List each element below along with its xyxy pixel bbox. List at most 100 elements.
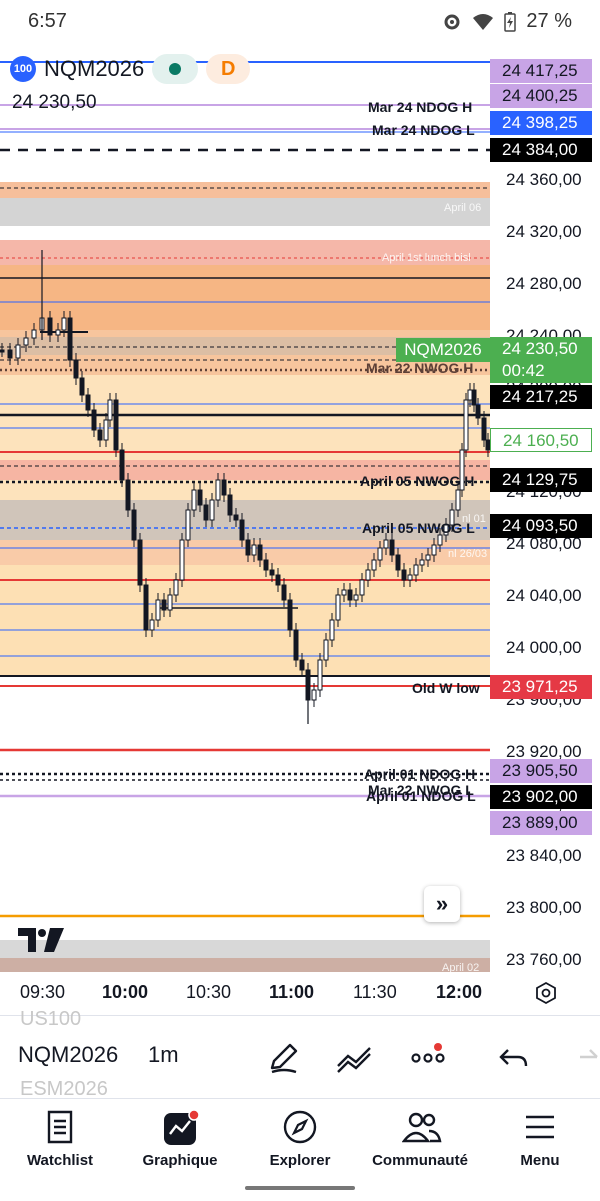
- price-label-outline: 24 160,50: [490, 428, 592, 452]
- price-tick: 24 080,00: [506, 534, 582, 553]
- price-chart[interactable]: [0, 44, 600, 1044]
- candle-body: [91, 409, 97, 431]
- candle-body: [425, 554, 431, 561]
- candle-body: [463, 399, 469, 451]
- price-label: 24 217,25: [490, 385, 592, 409]
- candle-body: [155, 599, 161, 621]
- redo-icon[interactable]: [570, 1038, 600, 1078]
- market-status-pill[interactable]: [152, 54, 199, 84]
- nav-label: Explorer: [269, 1152, 331, 1169]
- more-icon[interactable]: [408, 1038, 448, 1078]
- next-symbol-ghost[interactable]: ESM2026: [20, 1078, 108, 1100]
- menu-icon: [526, 1115, 554, 1139]
- bottom-navigation: Watchlist Graphique Explorer Communauté …: [0, 1098, 600, 1201]
- price-tick: 23 760,00: [506, 950, 582, 969]
- price-label: 24 093,50: [490, 514, 592, 538]
- candle-body: [227, 494, 233, 516]
- candle-body: [471, 389, 477, 406]
- price-zone: [0, 540, 490, 565]
- scroll-to-realtime-button[interactable]: »: [424, 886, 460, 922]
- status-time: 6:57: [28, 10, 67, 32]
- level-label-old-w-low: Old W low: [412, 680, 480, 696]
- price-zone: [0, 500, 490, 540]
- candles: [0, 250, 491, 724]
- chart-settings-icon[interactable]: [534, 981, 558, 1005]
- nav-watchlist[interactable]: Watchlist: [0, 1099, 120, 1189]
- candle-body: [125, 479, 131, 511]
- nav-communaute[interactable]: Communauté: [360, 1099, 480, 1189]
- price-zone: [0, 940, 490, 958]
- price-label: 24 417,25: [490, 59, 592, 83]
- candle-body: [113, 399, 119, 451]
- undo-icon[interactable]: [494, 1038, 534, 1078]
- price-tick: 24 360,00: [506, 170, 582, 189]
- gear-icon: [444, 14, 460, 29]
- candle-body: [467, 389, 473, 401]
- prev-symbol-ghost[interactable]: US100: [20, 1008, 82, 1030]
- candle-body: [185, 509, 191, 541]
- candle-body: [257, 544, 263, 561]
- zone-label-a: nl 01: [462, 513, 486, 525]
- candle-body: [215, 479, 221, 501]
- nav-label: Menu: [520, 1152, 560, 1169]
- time-axis[interactable]: 09:30 10:00 10:30 11:00 11:30 12:00: [0, 978, 600, 1010]
- nav-graphique[interactable]: Graphique: [120, 1099, 240, 1189]
- level-label-mar24-h: Mar 24 NDOG H: [368, 99, 473, 115]
- interval-badge[interactable]: D: [206, 54, 251, 84]
- candle-body: [437, 534, 443, 546]
- symbol-title[interactable]: NQM2026: [44, 56, 145, 81]
- time-tick: 10:30: [186, 982, 232, 1002]
- tradingview-logo-icon: [18, 928, 64, 952]
- chart-icon: [164, 1109, 200, 1145]
- candle-body: [293, 629, 299, 661]
- price-zone: [0, 240, 490, 265]
- status-bar: 6:57 27 %: [0, 0, 600, 44]
- candle-body: [107, 399, 113, 421]
- symbol-selector[interactable]: NQM2026: [18, 1042, 119, 1067]
- candle-body: [143, 584, 149, 631]
- time-tick: 11:30: [353, 982, 397, 1002]
- price-zone: [0, 565, 490, 675]
- candle-body: [209, 499, 215, 521]
- price-label: 23 889,00: [490, 811, 592, 835]
- candle-body: [347, 589, 353, 601]
- indicators-icon[interactable]: [334, 1038, 374, 1078]
- nav-label: Watchlist: [26, 1152, 94, 1169]
- candle-body: [73, 359, 79, 379]
- time-tick: 11:00: [269, 982, 315, 1002]
- chart-toolbar: US100 NQM2026 ESM2026 1m: [0, 1008, 600, 1100]
- price-label: 23 905,50: [490, 759, 592, 783]
- price-label: 24 398,25: [490, 111, 592, 135]
- candle-body: [383, 539, 389, 549]
- pencil-icon[interactable]: [264, 1038, 304, 1078]
- price-label: 23 971,25: [490, 675, 592, 699]
- candle-body: [275, 574, 281, 586]
- countdown-label: 00:42: [490, 359, 592, 383]
- nav-menu[interactable]: Menu: [480, 1099, 600, 1189]
- candle-body: [281, 584, 287, 601]
- candle-body: [55, 329, 61, 336]
- price-tick: 23 800,00: [506, 898, 582, 917]
- status-icons: 27 %: [442, 10, 572, 33]
- candle-body: [377, 547, 383, 561]
- candle-body: [407, 574, 413, 581]
- candle-body: [137, 539, 143, 586]
- candle-body: [97, 429, 103, 441]
- price-label: 23 902,00: [490, 785, 592, 809]
- symbol-header[interactable]: 100 NQM2026 D: [10, 53, 251, 85]
- candle-body: [475, 404, 481, 419]
- candle-body: [371, 559, 377, 571]
- level-label-april05-l: April 05 NWOG L: [362, 520, 475, 536]
- chart-area[interactable]: [0, 44, 600, 1044]
- candle-body: [299, 659, 305, 671]
- level-label-mar22-h: Mar 22 NWOG H: [366, 360, 474, 376]
- people-icon: [402, 1112, 442, 1143]
- price-label: 24 384,00: [490, 138, 592, 162]
- interval-selector[interactable]: 1m: [148, 1042, 179, 1067]
- candle-body: [79, 377, 85, 396]
- nav-explorer[interactable]: Explorer: [240, 1099, 360, 1189]
- candle-body: [61, 317, 67, 331]
- candle-body: [239, 519, 245, 541]
- candle-body: [103, 419, 109, 441]
